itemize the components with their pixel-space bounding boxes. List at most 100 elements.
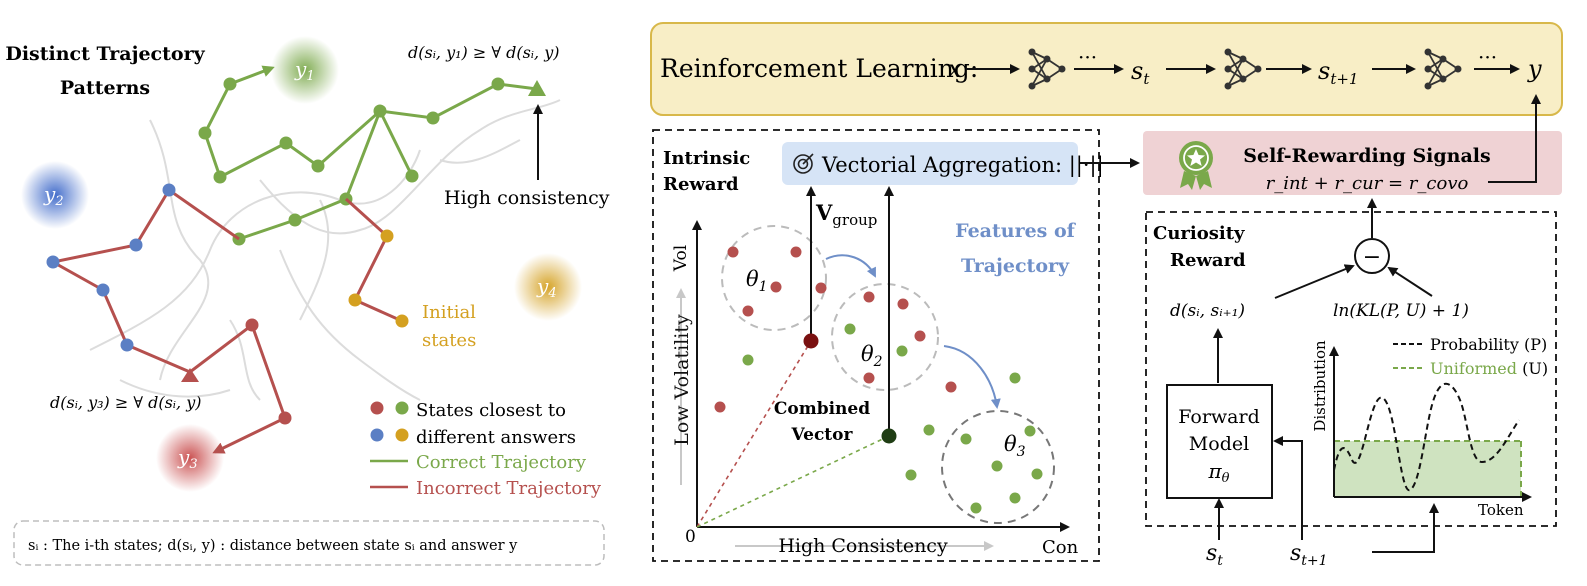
nn-icon-2 — [1224, 48, 1262, 90]
rl-dots-2: ··· — [1478, 45, 1497, 69]
theta2-cluster — [831, 283, 939, 391]
blue-arrow-1 — [825, 254, 876, 278]
combined-line1: Combined — [774, 399, 870, 419]
ln-to-minus-arrow — [1387, 266, 1433, 297]
answer-y3-glow — [156, 424, 224, 492]
rl-st1: st+1 — [1318, 57, 1358, 88]
award-icon — [1179, 141, 1213, 190]
answer-y4-label: y4 — [536, 274, 557, 301]
curiosity-box — [1145, 211, 1557, 527]
left-panel: Distinct Trajectory Patterns y1 y2 y3 y4 — [5, 36, 610, 566]
dist-y-label: Distribution — [1311, 340, 1329, 432]
y-axis-label: Low Volatility — [671, 314, 693, 446]
combined-line2: Vector — [791, 425, 854, 445]
rl-x: x — [948, 55, 962, 83]
legend-incorrect: Incorrect Trajectory — [416, 478, 602, 499]
intrinsic-box — [652, 129, 1100, 562]
formula-bottom: d(sᵢ, y₃) ≥ ∀ d(sᵢ, y) — [50, 393, 201, 412]
aggregation-box — [782, 142, 1078, 185]
initial-segment — [344, 197, 403, 323]
curiosity-panel: Curiosity Reward − d(sᵢ, sᵢ₊₁) ln(KL(P, … — [1145, 198, 1557, 569]
intrinsic-panel: Intrinsic Reward Vectorial Aggregation: … — [652, 129, 1140, 562]
nn-icon-3 — [1424, 48, 1462, 90]
left-title-line2: Patterns — [60, 77, 150, 99]
self-reward-title: Self-Rewarding Signals — [1243, 145, 1490, 167]
legend-p: Probability (P) — [1430, 335, 1547, 354]
background-curves — [89, 99, 561, 401]
footnote-box — [13, 520, 605, 566]
rl-dots-1: ··· — [1078, 45, 1097, 69]
dist-x-label: Token — [1478, 501, 1524, 519]
green-vector — [696, 435, 890, 528]
forward-line1: Forward — [1178, 406, 1260, 428]
initial-states-line2: states — [422, 330, 476, 351]
legend-different-answers: different answers — [416, 427, 576, 448]
answer-y3-label: y3 — [177, 445, 198, 472]
intrinsic-title-line2: Reward — [663, 174, 739, 195]
self-reward-box — [1143, 131, 1562, 195]
red-trajectory-marker — [181, 368, 199, 382]
curiosity-title-line1: Curiosity — [1153, 223, 1245, 244]
curiosity-st: st — [1206, 541, 1223, 569]
st1-to-chart-arrow — [1372, 503, 1439, 553]
theta1-label: θ1 — [746, 267, 768, 295]
d-to-minus-arrow — [1274, 264, 1355, 299]
blue-arrow-2 — [943, 345, 1001, 409]
red-trajectory-states — [46, 183, 292, 425]
legend-states-closest: States closest to — [416, 400, 566, 421]
features-line2: Trajectory — [961, 255, 1070, 277]
st1-to-model-arrow — [1273, 436, 1303, 540]
red-feature-points — [714, 246, 957, 413]
high-consistency-label: High consistency — [444, 187, 610, 209]
theta1-cluster — [721, 225, 827, 331]
origin-label: 0 — [685, 527, 696, 547]
legend-u: Uniformed (U) — [1430, 359, 1548, 378]
answer-y2-glow — [21, 161, 89, 229]
red-vector-head — [803, 333, 819, 349]
green-trajectory-states — [198, 77, 505, 246]
nn-icon-1 — [1028, 48, 1066, 90]
ln-label: ln(KL(P, U) + 1) — [1333, 301, 1469, 321]
minus-sign: − — [1363, 245, 1381, 270]
uniform-fill — [1334, 441, 1521, 497]
y-axis-top-label: Vol — [671, 245, 691, 272]
minus-circle — [1354, 238, 1390, 274]
green-trajectory-left — [203, 65, 275, 178]
v-group-label: Vgroup — [815, 200, 877, 229]
left-title-line1: Distinct Trajectory — [5, 43, 205, 65]
footnote: sᵢ : The i-th states; d(sᵢ, y) : distanc… — [28, 538, 518, 554]
rl-bar: Reinforcement Learning: x ··· st st+1 — [650, 22, 1563, 116]
forward-line3: πθ — [1208, 459, 1230, 486]
intrinsic-title-line1: Intrinsic — [663, 148, 750, 169]
legend-correct: Correct Trajectory — [416, 452, 587, 473]
answer-y2-label: y2 — [43, 182, 64, 209]
self-reward-panel: Self-Rewarding Signals r_int + r_cur = r… — [1143, 94, 1562, 195]
x-axis-label: High Consistency — [778, 535, 948, 557]
formula-top: d(sᵢ, y₁) ≥ ∀ d(sᵢ, y) — [408, 43, 559, 62]
probability-curve — [1333, 382, 1520, 492]
answer-y1-glow — [271, 36, 339, 104]
curiosity-title-line2: Reward — [1170, 250, 1246, 271]
rl-st: st — [1131, 57, 1150, 88]
d-label: d(sᵢ, sᵢ₊₁) — [1170, 301, 1245, 321]
target-icon — [793, 153, 814, 174]
self-reward-formula: r_int + r_cur = r_covo — [1266, 173, 1469, 194]
features-line1: Features of — [955, 220, 1077, 242]
initial-states-line1: Initial — [422, 302, 476, 323]
red-trajectory — [48, 187, 287, 454]
answer-y1-label: y1 — [294, 57, 315, 84]
curiosity-st1: st+1 — [1290, 541, 1328, 569]
theta2-label: θ2 — [861, 342, 883, 370]
forward-line2: Model — [1189, 433, 1249, 455]
green-vector-head — [881, 428, 897, 444]
green-trajectory-end-marker — [528, 80, 546, 96]
rl-y: y — [1527, 55, 1542, 83]
theta3-cluster — [941, 410, 1055, 524]
reward-to-rl-arrow — [1488, 94, 1541, 183]
green-feature-points — [742, 323, 1043, 514]
x-axis-end-label: Con — [1042, 537, 1079, 558]
theta3-label: θ3 — [1004, 432, 1026, 460]
initial-states — [348, 229, 409, 328]
aggregation-label: Vectorial Aggregation: ||·|| — [821, 153, 1104, 178]
